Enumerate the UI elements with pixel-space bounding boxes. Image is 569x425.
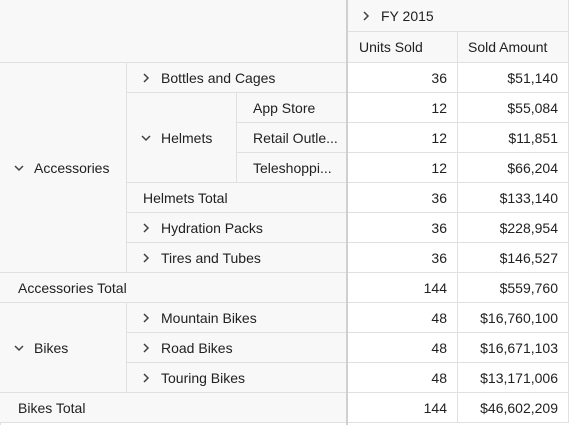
cell-tires-units[interactable]: 36 [347, 243, 458, 273]
cell-hydration-units[interactable]: 36 [347, 213, 458, 243]
cell-app-store-units[interactable]: 12 [347, 93, 458, 123]
cell-teleshop-units[interactable]: 12 [347, 153, 458, 183]
app-store-label: App Store [253, 99, 316, 116]
chevron-right-icon[interactable] [359, 9, 373, 23]
touring-label: Touring Bikes [161, 369, 246, 386]
retail-outlet-label: Retail Outle... [253, 129, 338, 146]
accessories-total-label: Accessories Total [18, 279, 127, 296]
row-header-teleshopping[interactable]: Teleshoppi... [237, 153, 347, 183]
accessories-label: Accessories [34, 159, 110, 176]
year-label: FY 2015 [381, 7, 434, 24]
column-header-units-sold[interactable]: Units Sold [347, 32, 458, 63]
chevron-right-icon[interactable] [139, 221, 153, 235]
helmets-total-label: Helmets Total [143, 189, 228, 206]
cell-hydration-amount[interactable]: $228,954 [458, 213, 569, 243]
hydration-label: Hydration Packs [161, 219, 263, 236]
cell-road-amount[interactable]: $16,671,103 [458, 333, 569, 363]
row-header-touring-bikes[interactable]: Touring Bikes [127, 363, 347, 393]
cell-teleshop-amount[interactable]: $66,204 [458, 153, 569, 183]
bikes-total-label: Bikes Total [18, 399, 86, 416]
column-header-sold-amount[interactable]: Sold Amount [458, 32, 569, 63]
row-header-bottles-and-cages[interactable]: Bottles and Cages [127, 63, 347, 93]
units-sold-label: Units Sold [359, 39, 423, 55]
cell-bottles-units[interactable]: 36 [347, 63, 458, 93]
chevron-right-icon[interactable] [139, 341, 153, 355]
chevron-down-icon[interactable] [12, 341, 26, 355]
mountain-label: Mountain Bikes [161, 309, 257, 326]
cell-accessories-total-units[interactable]: 144 [347, 273, 458, 303]
column-header-fy2015[interactable]: FY 2015 [347, 0, 569, 32]
corner-header [0, 0, 347, 63]
row-header-mountain-bikes[interactable]: Mountain Bikes [127, 303, 347, 333]
bottles-label: Bottles and Cages [161, 69, 276, 86]
teleshopping-label: Teleshoppi... [253, 159, 332, 176]
cell-touring-amount[interactable]: $13,171,006 [458, 363, 569, 393]
tires-label: Tires and Tubes [161, 249, 261, 266]
chevron-down-icon[interactable] [12, 161, 26, 175]
cell-tires-amount[interactable]: $146,527 [458, 243, 569, 273]
road-label: Road Bikes [161, 339, 233, 356]
row-header-road-bikes[interactable]: Road Bikes [127, 333, 347, 363]
row-header-accessories-total: Accessories Total [0, 273, 347, 303]
row-header-bikes[interactable]: Bikes [0, 303, 127, 393]
cell-retail-units[interactable]: 12 [347, 123, 458, 153]
cell-bottles-amount[interactable]: $51,140 [458, 63, 569, 93]
row-header-bikes-total: Bikes Total [0, 393, 347, 423]
chevron-down-icon[interactable] [139, 131, 153, 145]
chevron-right-icon[interactable] [139, 71, 153, 85]
cell-mountain-amount[interactable]: $16,760,100 [458, 303, 569, 333]
row-header-helmets-total: Helmets Total [127, 183, 347, 213]
cell-accessories-total-amount[interactable]: $559,760 [458, 273, 569, 303]
chevron-right-icon[interactable] [139, 251, 153, 265]
row-header-hydration-packs[interactable]: Hydration Packs [127, 213, 347, 243]
cell-bikes-total-amount[interactable]: $46,602,209 [458, 393, 569, 423]
cell-road-units[interactable]: 48 [347, 333, 458, 363]
cell-app-store-amount[interactable]: $55,084 [458, 93, 569, 123]
cell-touring-units[interactable]: 48 [347, 363, 458, 393]
row-header-app-store[interactable]: App Store [237, 93, 347, 123]
cell-bikes-total-units[interactable]: 144 [347, 393, 458, 423]
row-header-tires-and-tubes[interactable]: Tires and Tubes [127, 243, 347, 273]
cell-helmets-total-amount[interactable]: $133,140 [458, 183, 569, 213]
chevron-right-icon[interactable] [139, 371, 153, 385]
helmets-label: Helmets [161, 129, 213, 146]
row-header-accessories[interactable]: Accessories [0, 63, 127, 273]
bikes-label: Bikes [34, 339, 69, 356]
chevron-right-icon[interactable] [139, 311, 153, 325]
cell-mountain-units[interactable]: 48 [347, 303, 458, 333]
cell-helmets-total-units[interactable]: 36 [347, 183, 458, 213]
sold-amount-label: Sold Amount [468, 39, 548, 55]
frozen-column-divider [346, 0, 348, 425]
row-header-helmets[interactable]: Helmets [127, 93, 237, 183]
row-header-retail-outlet[interactable]: Retail Outle... [237, 123, 347, 153]
cell-retail-amount[interactable]: $11,851 [458, 123, 569, 153]
